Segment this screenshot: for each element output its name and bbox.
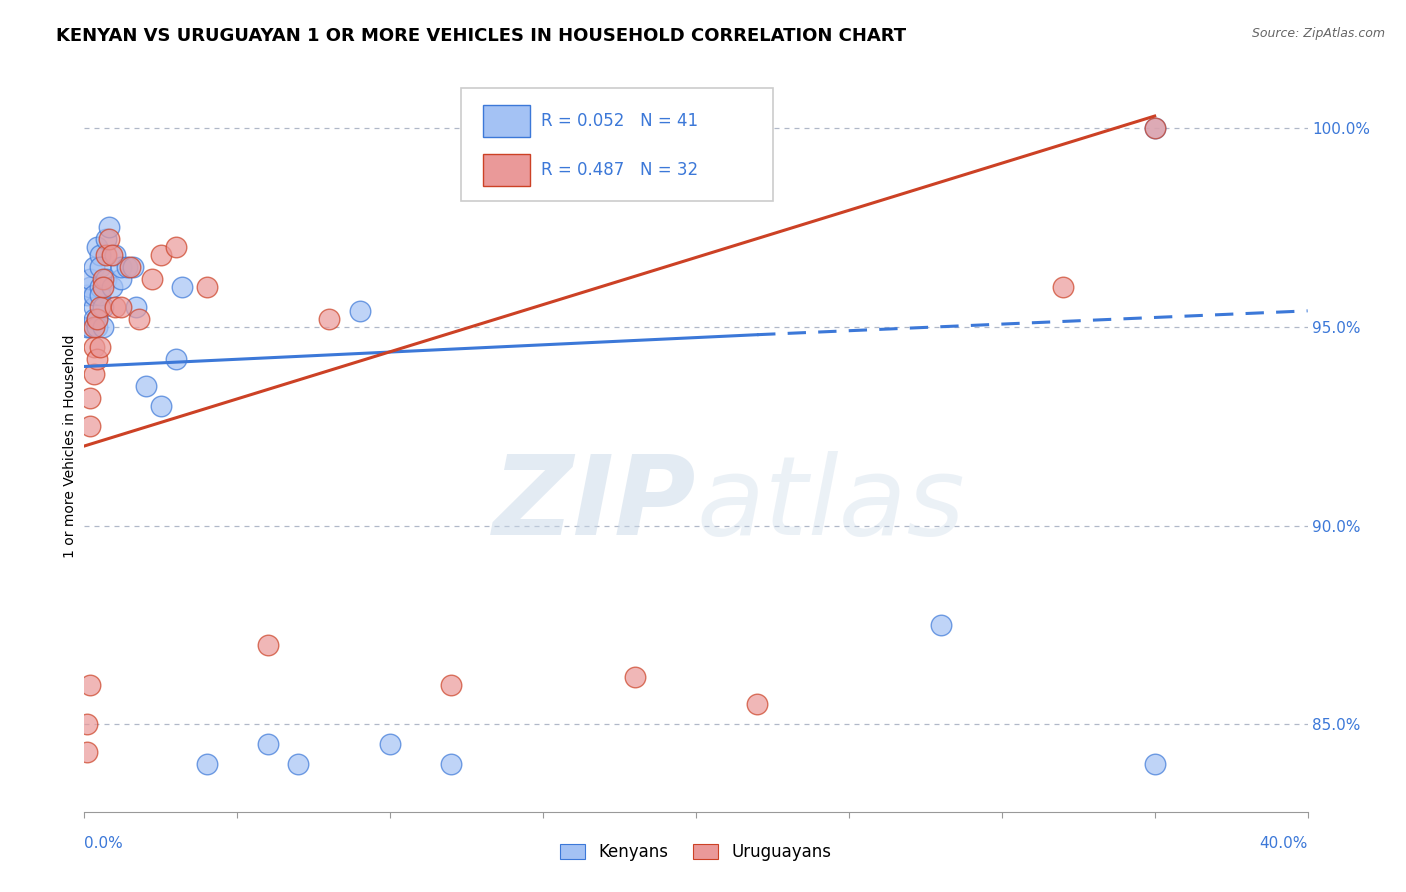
Point — [257, 737, 280, 751]
Point — [128, 311, 150, 326]
Text: atlas: atlas — [696, 451, 965, 558]
Point — [747, 698, 769, 712]
Point — [86, 319, 108, 334]
Point — [110, 260, 132, 274]
Point — [165, 240, 187, 254]
Point — [172, 280, 194, 294]
Point — [165, 351, 187, 366]
Point — [125, 300, 148, 314]
Point — [89, 340, 111, 354]
Point — [287, 757, 309, 772]
Point — [97, 220, 120, 235]
Point — [104, 300, 127, 314]
Point — [1143, 120, 1166, 135]
Text: R = 0.052   N = 41: R = 0.052 N = 41 — [541, 112, 697, 130]
Point — [101, 248, 124, 262]
Point — [79, 280, 101, 294]
Text: KENYAN VS URUGUAYAN 1 OR MORE VEHICLES IN HOUSEHOLD CORRELATION CHART: KENYAN VS URUGUAYAN 1 OR MORE VEHICLES I… — [56, 27, 907, 45]
Point — [79, 319, 101, 334]
Point — [115, 260, 138, 274]
Point — [83, 340, 105, 354]
Point — [440, 677, 463, 691]
Point — [91, 300, 114, 314]
Point — [86, 351, 108, 366]
Point — [120, 260, 142, 274]
Point — [83, 319, 105, 334]
Point — [83, 300, 105, 314]
Point — [76, 745, 98, 759]
Point — [76, 717, 98, 731]
Point — [110, 272, 132, 286]
Y-axis label: 1 or more Vehicles in Household: 1 or more Vehicles in Household — [63, 334, 77, 558]
Point — [349, 303, 371, 318]
Point — [79, 392, 101, 406]
Point — [141, 272, 163, 286]
Point — [104, 248, 127, 262]
Point — [110, 300, 132, 314]
Text: Source: ZipAtlas.com: Source: ZipAtlas.com — [1251, 27, 1385, 40]
Point — [1143, 757, 1166, 772]
Point — [1143, 120, 1166, 135]
FancyBboxPatch shape — [461, 87, 773, 201]
Text: ZIP: ZIP — [492, 451, 696, 558]
Point — [91, 272, 114, 286]
Point — [257, 638, 280, 652]
Point — [91, 280, 114, 294]
Point — [79, 419, 101, 434]
Point — [89, 288, 111, 302]
Point — [83, 288, 105, 302]
Point — [79, 677, 101, 691]
Point — [135, 379, 157, 393]
Point — [1052, 280, 1074, 294]
Point — [195, 280, 218, 294]
Point — [79, 272, 101, 286]
Point — [86, 311, 108, 326]
Text: R = 0.487   N = 32: R = 0.487 N = 32 — [541, 161, 697, 179]
Point — [94, 248, 117, 262]
Point — [89, 248, 111, 262]
Point — [86, 240, 108, 254]
Point — [83, 368, 105, 382]
Point — [380, 737, 402, 751]
Point — [76, 319, 98, 334]
Point — [86, 311, 108, 326]
FancyBboxPatch shape — [484, 104, 530, 137]
Point — [195, 757, 218, 772]
Legend: Kenyans, Uruguayans: Kenyans, Uruguayans — [551, 835, 841, 869]
Point — [318, 311, 340, 326]
Text: 0.0%: 0.0% — [84, 836, 124, 851]
FancyBboxPatch shape — [484, 154, 530, 186]
Point — [94, 232, 117, 246]
Point — [89, 300, 111, 314]
Point — [929, 618, 952, 632]
Point — [94, 272, 117, 286]
Point — [122, 260, 145, 274]
Point — [97, 232, 120, 246]
Point — [624, 669, 647, 683]
Point — [149, 399, 172, 413]
Point — [149, 248, 172, 262]
Point — [440, 757, 463, 772]
Point — [101, 280, 124, 294]
Point — [76, 288, 98, 302]
Text: 40.0%: 40.0% — [1260, 836, 1308, 851]
Point — [83, 311, 105, 326]
Point — [91, 319, 114, 334]
Point — [89, 260, 111, 274]
Point — [89, 280, 111, 294]
Point — [83, 260, 105, 274]
